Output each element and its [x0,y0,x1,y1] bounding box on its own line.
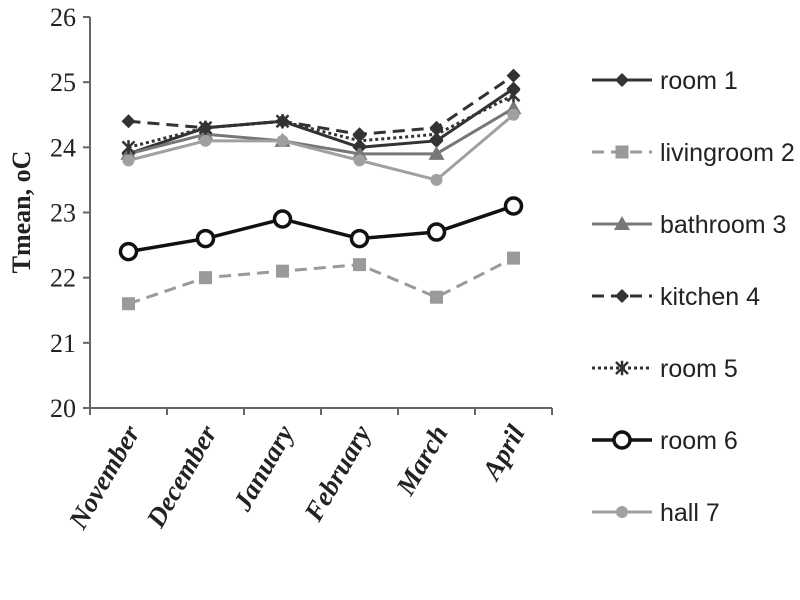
y-tick-label: 22 [50,264,76,293]
x-tick-label: November [62,420,146,535]
point-marker-star [275,114,290,129]
legend-label: kitchen 4 [660,283,760,311]
series-room-5 [121,88,521,155]
x-tick-label: March [390,420,454,501]
point-marker-triangle [614,216,630,230]
series-hall-7 [122,108,520,186]
point-marker-dot [199,134,212,147]
point-marker-circle [349,228,370,249]
point-marker-diamond [121,114,136,129]
y-tick-label: 26 [50,3,76,32]
point-marker-square [507,251,520,265]
series-line [128,93,515,149]
point-marker-circle [503,196,524,216]
series-room-6 [118,196,524,262]
point-marker-circle [195,228,216,249]
legend-item: bathroom 3 [592,211,786,239]
y-tick-label: 21 [50,329,76,358]
point-marker-dot [353,154,366,167]
series-room-1 [121,81,521,161]
point-marker-circle [272,209,293,229]
point-marker-square [276,264,289,278]
legend-item: livingroom 2 [592,139,795,167]
y-tick-label: 24 [50,133,76,162]
series-line [128,256,515,306]
point-marker-diamond [615,289,629,303]
y-tick-label: 23 [50,199,76,228]
x-tick-label: December [140,420,223,534]
point-marker-triangle [428,145,445,160]
point-marker-square [615,145,629,159]
point-marker-star [615,360,629,376]
point-marker-circle [118,241,139,262]
series-line [128,106,515,156]
legend-label: hall 7 [660,499,720,527]
legend-label: livingroom 2 [660,139,795,167]
point-marker-square [122,297,135,311]
point-marker-square [199,271,212,285]
legend-item: room 1 [592,67,738,95]
legend-label: room 1 [660,67,738,95]
legend-item: kitchen 4 [592,283,760,311]
legend-label: room 5 [660,355,738,383]
series-line [128,87,515,156]
x-tick-label: February [298,419,377,527]
point-marker-star [429,127,444,142]
point-marker-dot [430,173,443,186]
x-tick-label: January [227,419,301,516]
series-line [128,204,515,254]
x-tick-label: April [475,420,531,487]
point-marker-dot [276,134,289,147]
point-marker-star [198,120,213,135]
point-marker-star [352,133,367,149]
point-marker-dot [122,154,135,167]
point-marker-circle [612,430,632,450]
legend-item: room 5 [592,355,738,383]
legend-label: bathroom 3 [660,211,786,239]
series-kitchen-4 [121,68,521,142]
point-marker-dot [616,506,628,518]
series-livingroom-2 [122,251,520,311]
y-tick-label: 25 [50,68,76,97]
legend-item: hall 7 [592,499,720,527]
legend-label: room 6 [660,427,738,455]
point-marker-dot [507,108,520,121]
series-line [128,74,515,136]
legend-item: room 6 [592,427,738,455]
point-marker-diamond [615,73,629,87]
point-marker-circle [426,222,447,242]
point-marker-star [121,140,136,155]
point-marker-square [430,290,443,304]
legend: room 1 livingroom 2 bathroom 3 kitchen 4 roo… [592,67,795,527]
point-marker-star [506,88,521,103]
point-marker-square [353,258,366,272]
point-marker-diamond [506,68,521,83]
y-tick-label: 20 [50,394,76,423]
series-layer [118,68,524,311]
series-line [128,113,515,182]
y-axis-label: Tmean, oC [7,151,36,274]
